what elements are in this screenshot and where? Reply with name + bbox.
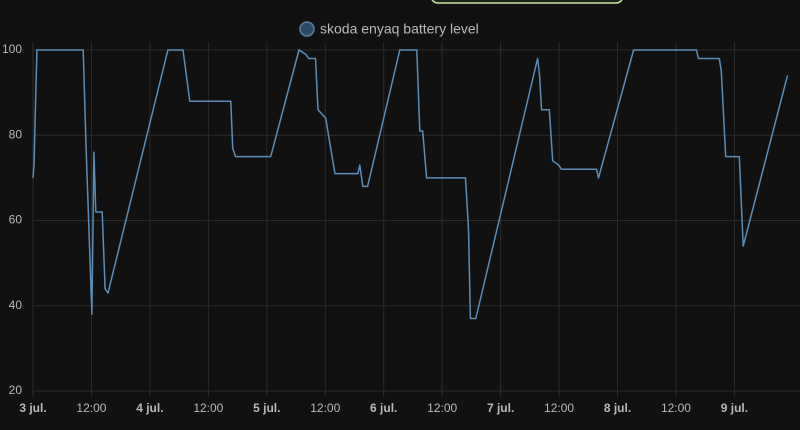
y-tick-label: 60 (9, 213, 23, 227)
y-tick-label: 20 (9, 383, 23, 397)
y-tick-label: 80 (9, 127, 23, 141)
x-tick-label: 5 jul. (253, 401, 280, 415)
x-tick-label: 12:00 (661, 401, 691, 415)
x-tick-label: 8 jul. (604, 401, 631, 415)
legend-label[interactable]: skoda enyaq battery level (320, 21, 479, 37)
y-tick-label: 100 (2, 42, 22, 56)
x-tick-label: 7 jul. (487, 401, 514, 415)
line (32, 49, 789, 320)
x-tick-label: 12:00 (193, 401, 223, 415)
x-tick-label: 3 jul. (19, 401, 46, 415)
x-tick-label: 4 jul. (136, 401, 163, 415)
x-tick-label: 12:00 (310, 401, 340, 415)
x-tick-label: 12:00 (427, 401, 457, 415)
legend-marker[interactable] (299, 21, 315, 37)
x-tick-label: 12:00 (76, 401, 106, 415)
x-tick-label: 9 jul. (721, 401, 748, 415)
x-tick-label: 12:00 (544, 401, 574, 415)
y-tick-label: 40 (9, 298, 23, 312)
top-button[interactable] (431, 0, 623, 4)
x-tick-label: 6 jul. (370, 401, 397, 415)
